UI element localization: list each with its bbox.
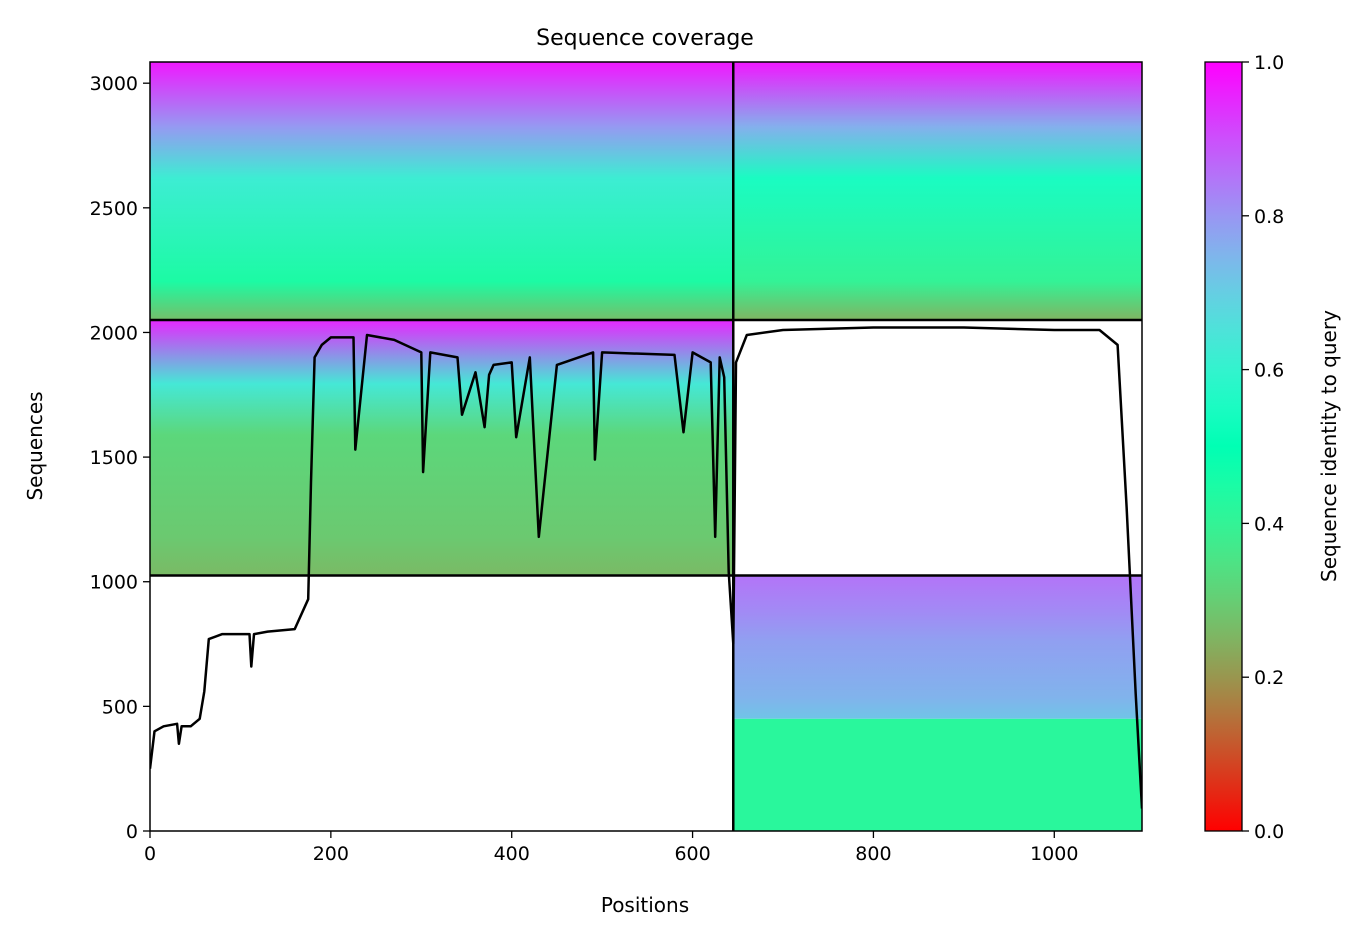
msa-block-2 — [150, 319, 734, 576]
x-tick-label: 0 — [144, 843, 156, 865]
x-tick-label: 600 — [674, 843, 710, 865]
plot-area — [150, 62, 1142, 831]
y-axis-label: Sequences — [23, 391, 47, 500]
y-tick-label: 500 — [102, 696, 138, 718]
colorbar-tick-label: 0.0 — [1254, 821, 1284, 843]
colorbar-tick-label: 0.8 — [1254, 206, 1284, 228]
coverage-line — [150, 326, 1142, 809]
colorbar-tick-label: 0.4 — [1254, 513, 1284, 535]
colorbar-tick-label: 1.0 — [1254, 52, 1284, 74]
chart-title: Sequence coverage — [536, 26, 754, 51]
x-tick-label: 200 — [313, 843, 349, 865]
axes: 0 200 400 600 800 1000 0 500 1000 1500 2000 2500 300… — [90, 61, 1143, 865]
colorbar: 0.0 0.2 0.4 0.6 0.8 1.0 — [1204, 52, 1284, 843]
x-tick-label: 1000 — [1030, 843, 1078, 865]
y-tick-label: 1500 — [90, 447, 138, 469]
colorbar-label: Sequence identity to query — [1317, 310, 1341, 582]
msa-block-1 — [733, 62, 1142, 320]
plot-frame — [149, 61, 1143, 832]
colorbar-tick-label: 0.6 — [1254, 360, 1284, 382]
x-axis-label: Positions — [601, 893, 689, 917]
x-tick-label: 800 — [855, 843, 891, 865]
colorbar-tick-label: 0.2 — [1254, 667, 1284, 689]
x-tick-label: 400 — [494, 843, 530, 865]
msa-block-4 — [733, 718, 1142, 831]
y-tick-label: 2000 — [90, 322, 138, 344]
y-tick-label: 3000 — [90, 73, 138, 95]
y-tick-label: 2500 — [90, 198, 138, 220]
y-tick-label: 1000 — [90, 572, 138, 594]
msa-block-0 — [150, 62, 734, 320]
msa-block-3 — [733, 575, 1142, 719]
colorbar-gradient — [1204, 61, 1243, 832]
y-tick-label: 0 — [126, 821, 138, 843]
